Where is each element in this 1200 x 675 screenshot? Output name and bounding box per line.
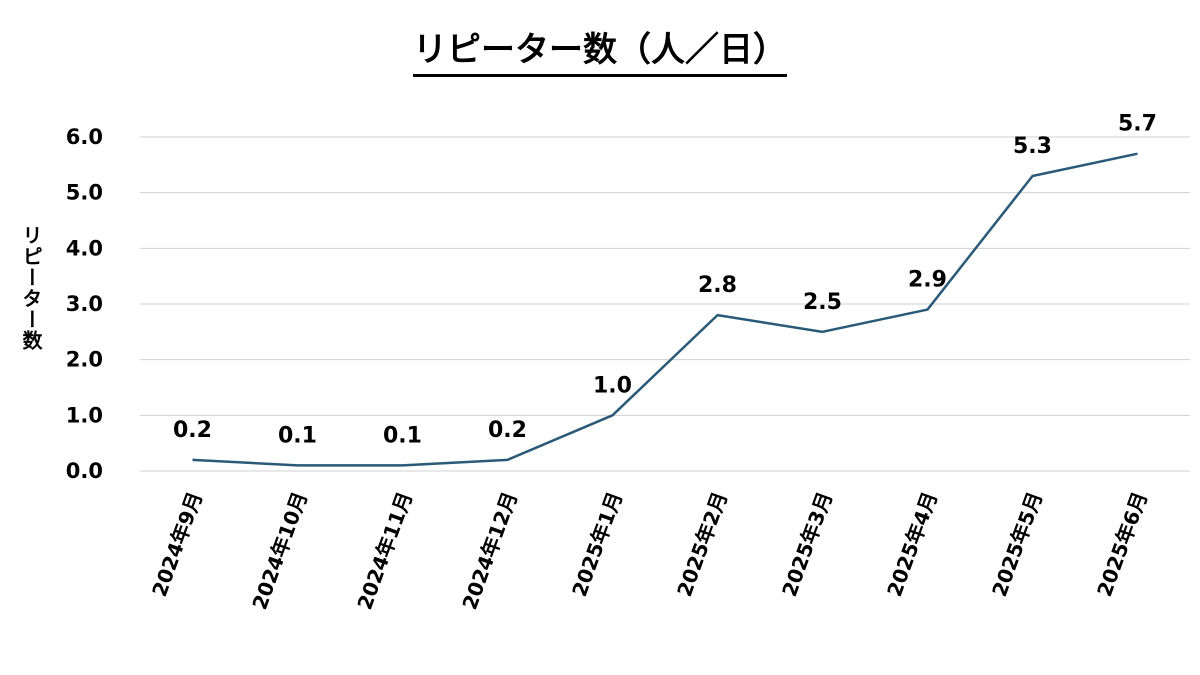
y-tick-label: 0.0 <box>66 459 103 483</box>
y-tick-label: 3.0 <box>66 292 103 316</box>
data-label: 0.2 <box>173 418 212 443</box>
x-tick-label: 2024年12月 <box>457 489 522 613</box>
y-tick-labels: 0.0 1.0 2.0 3.0 4.0 5.0 6.0 <box>66 125 103 483</box>
x-tick-label: 2025年5月 <box>987 489 1047 600</box>
y-tick-label: 5.0 <box>66 181 103 205</box>
x-tick-label: 2024年10月 <box>247 489 312 613</box>
x-tick-label: 2024年11月 <box>352 489 417 613</box>
data-label: 0.2 <box>488 418 527 443</box>
y-axis-label: リピーター数 <box>19 225 43 351</box>
data-label: 2.5 <box>803 290 842 315</box>
x-tick-label: 2025年3月 <box>777 489 837 600</box>
data-labels: 0.2 0.1 0.1 0.2 1.0 2.8 2.5 2.9 5.3 5.7 <box>173 112 1157 449</box>
data-label: 0.1 <box>383 423 422 448</box>
chart-title-text: リピーター数（人／日） <box>413 30 787 77</box>
data-label: 2.8 <box>698 273 737 298</box>
chart-title: リピーター数（人／日） <box>0 22 1200 77</box>
series-line <box>192 152 1138 467</box>
x-tick-label: 2024年9月 <box>147 489 207 600</box>
data-label: 0.1 <box>278 423 317 448</box>
y-tick-label: 2.0 <box>66 348 103 372</box>
y-tick-label: 6.0 <box>66 125 103 149</box>
data-label: 2.9 <box>908 268 947 293</box>
x-tick-label: 2025年1月 <box>567 489 627 600</box>
x-tick-label: 2025年2月 <box>672 489 732 600</box>
x-tick-label: 2025年6月 <box>1092 489 1152 600</box>
x-tick-label: 2025年4月 <box>882 489 942 600</box>
y-tick-label: 4.0 <box>66 236 103 260</box>
data-label: 1.0 <box>593 373 632 398</box>
series-line-layer <box>192 152 1138 467</box>
x-tick-labels: 2024年9月 2024年10月 2024年11月 2024年12月 2025年1月 20… <box>147 489 1152 613</box>
grid-lines <box>140 136 1190 472</box>
data-label: 5.3 <box>1013 134 1052 159</box>
y-tick-label: 1.0 <box>66 403 103 427</box>
data-label: 5.7 <box>1118 112 1157 137</box>
